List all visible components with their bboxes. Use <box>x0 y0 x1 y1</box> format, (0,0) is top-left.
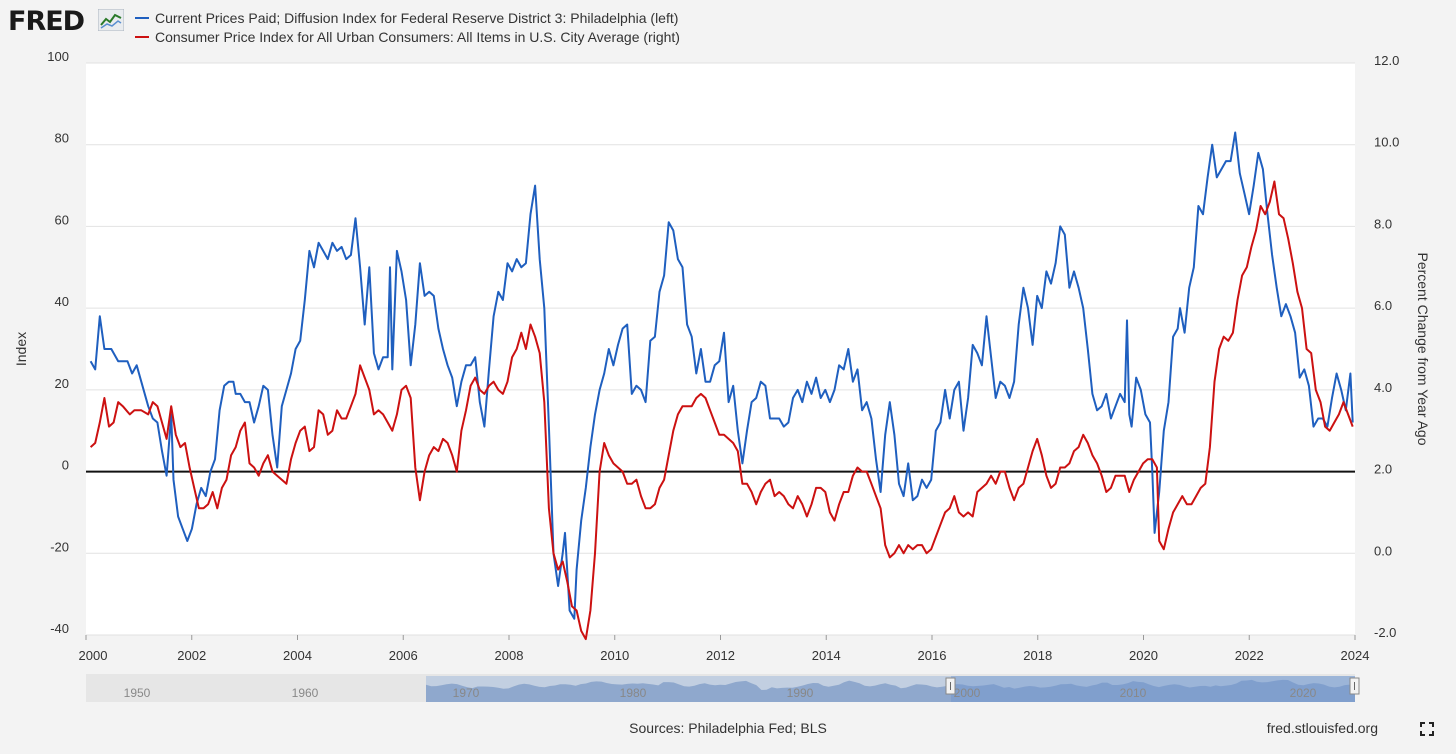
legend-swatch-blue <box>135 17 149 20</box>
fred-logo[interactable]: FRED <box>8 6 85 37</box>
x-tick-label: 2018 <box>1023 648 1052 663</box>
y-right-tick-label: 10.0 <box>1374 135 1399 150</box>
y-right-tick-label: 8.0 <box>1374 216 1392 231</box>
y-left-tick-label: -20 <box>50 539 69 554</box>
x-tick-label: 2014 <box>812 648 841 663</box>
navigator-label: 1950 <box>124 686 151 700</box>
fullscreen-icon[interactable] <box>1420 722 1434 736</box>
y-right-tick-label: 0.0 <box>1374 543 1392 558</box>
legend-label-left: Current Prices Paid; Diffusion Index for… <box>155 10 679 26</box>
navigator-label: 1960 <box>292 686 319 700</box>
navigator-labels: 1950 1960 1970 1980 1990 2000 2010 2020 <box>124 686 1317 700</box>
navigator-series <box>426 679 1355 702</box>
y-left-tick-label: -40 <box>50 621 69 636</box>
navigator-label: 2020 <box>1290 686 1317 700</box>
series-line-prices-paid[interactable] <box>89 131 1354 620</box>
x-tick-label: 2010 <box>600 648 629 663</box>
chart-sources: Sources: Philadelphia Fed; BLS <box>629 720 827 736</box>
series-line-cpi[interactable] <box>89 180 1354 641</box>
line-chart-icon <box>98 9 124 31</box>
y-left-tick-label: 0 <box>62 458 69 473</box>
range-navigator: 1950 1960 1970 1980 1990 2000 2010 2020 <box>86 674 1360 702</box>
x-tick-label: 2020 <box>1129 648 1158 663</box>
x-tick-label: 2008 <box>495 648 524 663</box>
x-tick-label: 2022 <box>1235 648 1264 663</box>
y-left-tick-label: 100 <box>47 49 69 64</box>
navigator-label: 1970 <box>453 686 480 700</box>
x-tick-label: 2006 <box>389 648 418 663</box>
x-tick-label: 2016 <box>918 648 947 663</box>
legend-item-left-series[interactable]: Current Prices Paid; Diffusion Index for… <box>135 10 678 26</box>
y-axis-right-label: Percent Change from Year Ago <box>1415 252 1431 445</box>
navigator-label: 2010 <box>1120 686 1147 700</box>
navigator-selection[interactable] <box>951 676 1355 702</box>
y-right-tick-label: 6.0 <box>1374 298 1392 313</box>
y-left-tick-label: 20 <box>55 376 69 391</box>
navigator-label: 1980 <box>620 686 647 700</box>
legend-label-right: Consumer Price Index for All Urban Consu… <box>155 29 680 45</box>
y-right-tick-label: 2.0 <box>1374 462 1392 477</box>
navigator-label: 2000 <box>954 686 981 700</box>
y-axis-right: 12.0 10.0 8.0 6.0 4.0 2.0 0.0 -2.0 <box>1374 53 1399 640</box>
y-right-tick-label: 12.0 <box>1374 53 1399 68</box>
y-left-tick-label: 60 <box>55 212 69 227</box>
y-right-tick-label: 4.0 <box>1374 380 1392 395</box>
y-axis-left-label: Index <box>13 332 29 366</box>
fred-site-link[interactable]: fred.stlouisfed.org <box>1266 720 1378 736</box>
y-right-tick-label: -2.0 <box>1374 625 1396 640</box>
legend-swatch-red <box>135 36 149 39</box>
chart-header: FRED Current Prices Paid; Diffusion Inde… <box>0 0 1456 52</box>
navigator-label: 1990 <box>787 686 814 700</box>
legend-item-right-series[interactable]: Consumer Price Index for All Urban Consu… <box>135 29 680 45</box>
y-left-tick-label: 80 <box>55 131 69 146</box>
x-tick-label: 2024 <box>1341 648 1370 663</box>
x-tick-label: 2004 <box>283 648 312 663</box>
y-left-tick-label: 40 <box>55 294 69 309</box>
x-tick-label: 2000 <box>79 648 108 663</box>
x-tick-label: 2012 <box>706 648 735 663</box>
x-axis: 2000 2002 2004 2006 2008 2010 2012 2014 2016 2018… <box>79 635 1370 663</box>
y-axis-left: 100 80 60 40 20 0 -20 -40 <box>47 49 69 636</box>
x-tick-label: 2002 <box>177 648 206 663</box>
